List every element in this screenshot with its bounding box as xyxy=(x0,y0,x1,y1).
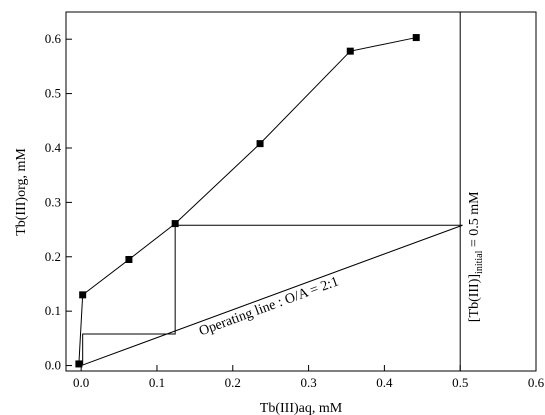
y-tick-label: 0.2 xyxy=(45,249,61,264)
vline-label-subscript: initial xyxy=(474,250,485,274)
y-tick-label: 0.1 xyxy=(45,303,61,318)
x-axis-label: Tb(III)aq, mM xyxy=(260,401,343,415)
y-tick-label: 0.6 xyxy=(45,31,62,46)
lines xyxy=(78,12,463,371)
y-tick-label: 0.4 xyxy=(45,140,62,155)
data-point xyxy=(171,220,179,228)
x-tick-label: 0.1 xyxy=(149,375,165,390)
data-point xyxy=(125,255,133,263)
x-tick-label: 0.5 xyxy=(452,375,468,390)
data-point xyxy=(256,140,264,148)
operating-line-label: Operating line : O/A = 2:1 xyxy=(197,274,341,339)
data-points xyxy=(75,34,420,368)
data-point xyxy=(346,47,354,55)
ticks: 0.0 0.1 0.2 0.3 0.4 0.5 0.6 0.0 0.1 0.2 0.3 0.4 0.5 0… xyxy=(45,31,545,390)
y-axis-label: Tb(III)org, mM xyxy=(14,148,29,236)
x-tick-label: 0.0 xyxy=(73,375,89,390)
operating-line xyxy=(80,224,463,367)
x-tick-label: 0.2 xyxy=(225,375,241,390)
data-point xyxy=(412,34,420,42)
y-tick-label: 0.0 xyxy=(45,358,61,373)
vline-label-prefix: [Tb(III)] xyxy=(467,274,482,322)
x-tick-label: 0.6 xyxy=(528,375,545,390)
vline-label-suffix: = 0.5 mM xyxy=(467,191,482,251)
x-tick-label: 0.4 xyxy=(376,375,393,390)
data-point xyxy=(75,360,83,368)
initial-concentration-label: [Tb(III)]initial = 0.5 mM xyxy=(467,191,485,322)
y-tick-label: 0.3 xyxy=(45,194,61,209)
y-tick-label: 0.5 xyxy=(45,86,61,101)
data-point xyxy=(79,291,87,299)
x-tick-label: 0.3 xyxy=(300,375,316,390)
plot-frame xyxy=(65,11,537,372)
